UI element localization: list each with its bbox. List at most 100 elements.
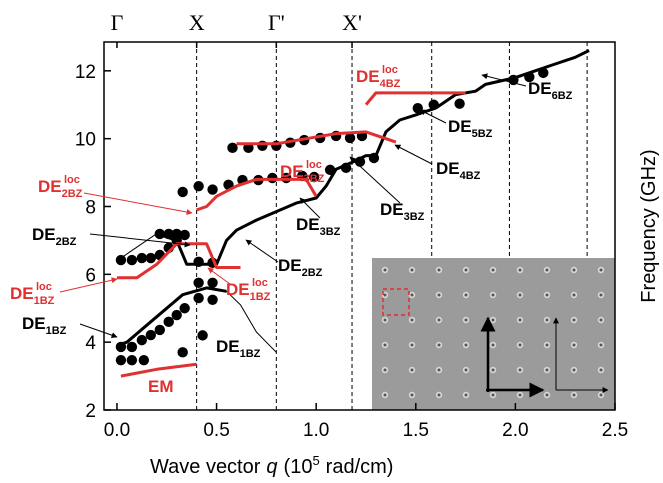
annotation-text: DE [278,256,302,275]
annotation-pointer [419,109,447,124]
annotation-text: DE [32,225,56,244]
annotation-text: DE [226,280,250,299]
annotation-sub: 4BZ [380,78,401,90]
data-line [374,106,437,157]
annotation-sub: 1BZ [34,295,55,307]
data-point [207,184,218,195]
annotation-label: DE5BZ [448,117,493,140]
data-point [154,324,165,336]
annotation-label: DE1BZ [216,337,261,360]
annotation-label: DE4BZ [356,67,401,90]
annotation-label: DE3BZ [380,200,425,223]
inset-image [372,258,615,410]
annotation-sub: 1BZ [250,291,271,303]
x-tick-label: 0.5 [203,420,229,441]
annotation-pointer [83,192,193,215]
data-line [275,154,376,213]
annotation: DE6BZ [481,73,573,102]
annotation-sub: 2BZ [62,188,83,200]
data-line [364,91,466,106]
annotation-sup: loc [36,281,52,293]
data-point [145,252,157,264]
annotation: DE1BZ loc [207,267,271,303]
data-point [163,316,174,328]
x-label-part: 5 [312,453,319,468]
annotation-pointer [245,239,279,263]
annotation-text: DE [22,314,46,333]
data-line [236,130,397,146]
annotation-sup: loc [252,277,268,289]
annotation-sub: 2BZ [56,236,77,248]
data-point [115,254,127,266]
annotation: DE3BZ [296,197,341,238]
annotation-sub: 2BZ [302,267,323,279]
y-tick-label: 8 [85,197,96,218]
annotation-label: DE6BZ [528,79,573,102]
data-point [171,228,182,240]
unit-cell [382,288,410,316]
plot-area [115,42,590,410]
y-tick-label: 6 [85,265,96,286]
data-point [193,180,204,192]
annotation: DE1BZ [22,314,118,339]
top-tick-label: Γ' [268,10,285,35]
x-label-part: Wave vector [150,456,261,478]
annotation: DE2BZ [32,225,191,248]
annotation-text: DE [216,337,240,356]
annotation-pointer [481,73,527,87]
annotation-sup: loc [382,64,398,76]
annotation-text: DE [528,79,552,98]
annotation-sup: loc [64,174,80,186]
data-point [344,132,356,144]
data-point [179,303,190,314]
annotation-label: DE1BZ [22,314,67,337]
annotation-label: EM [148,377,174,396]
annotation-pointer [89,233,191,248]
annotation-sup: loc [306,159,322,171]
data-point [115,354,127,366]
annotation-label: DE3BZ [296,215,341,238]
annotation: DE4BZ [394,144,481,182]
annotation-label: DE2BZ [278,256,323,279]
annotation-label: DE4BZ [436,159,481,182]
data-line [120,362,197,378]
data-point [197,330,208,341]
data-point [126,341,138,353]
data-line [116,233,158,262]
data-point [257,140,268,151]
annotation-sub: 1BZ [46,325,67,337]
y-tick-label: 12 [75,62,96,83]
x-label-part: rad/cm) [326,456,394,478]
data-point [136,334,148,346]
annotation-sub: 1BZ [240,348,261,360]
annotation-pointer [207,267,231,285]
annotation-pointer [79,323,118,339]
annotation-pointer [299,197,321,219]
y-axis-label: Frequency (GHz) [638,149,660,302]
data-line [196,177,318,212]
annotation: DE1BZ [216,337,261,360]
annotation-text: DE [296,215,320,234]
data-line [226,290,277,353]
annotation-text: DE [10,284,34,303]
x-tick-label: 0.0 [104,420,130,441]
data-point [138,354,150,366]
x-tick-label: 2.0 [502,420,528,441]
x-tick-label: 1.0 [303,420,329,441]
annotation-label: DE2BZ [32,225,77,248]
annotation-sub: 6BZ [552,90,573,102]
data-point [177,186,188,198]
annotation: EM [148,377,174,396]
data-point [193,277,204,289]
data-point [177,347,188,358]
annotation: DE3BZ [349,156,425,223]
data-point [227,142,238,154]
annotation-sub: 5BZ [472,128,493,140]
x-axis-label: Wave vector q (105 rad/cm) [150,453,393,478]
annotation-text: DE [380,200,404,219]
annotation-sub: 3BZ [320,226,341,238]
